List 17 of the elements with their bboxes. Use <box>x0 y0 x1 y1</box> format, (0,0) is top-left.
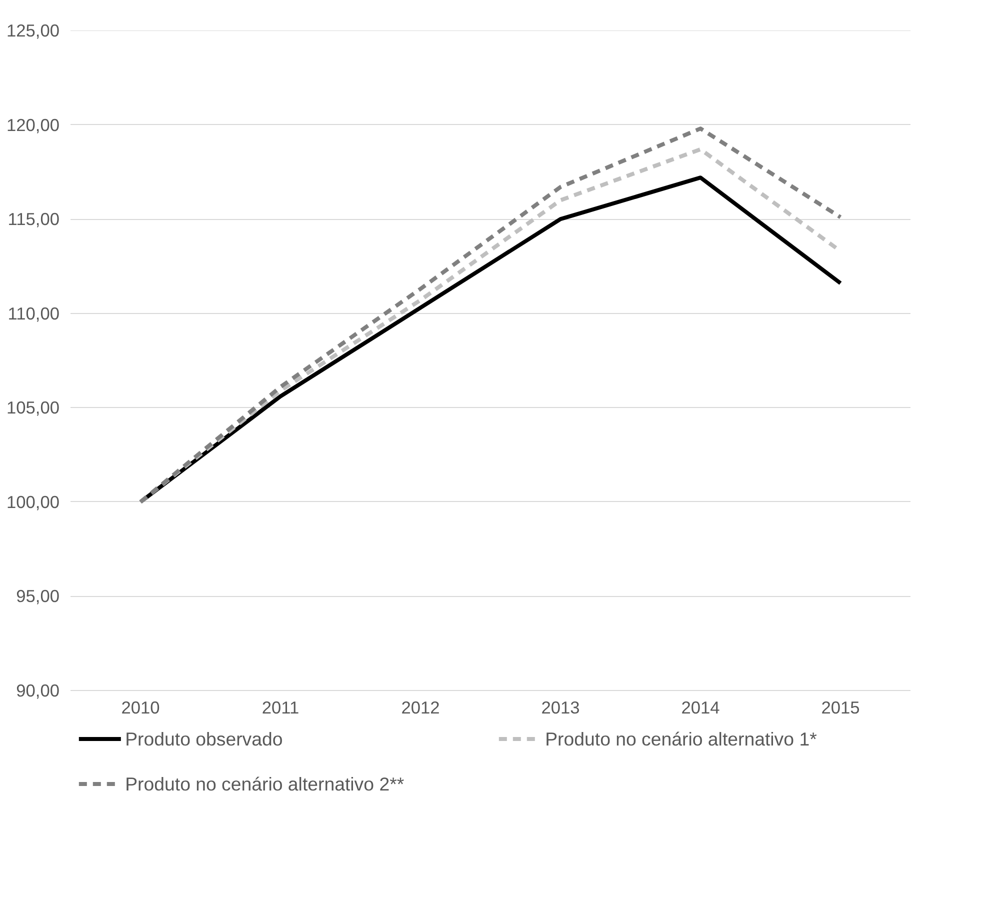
x-tick-label: 2013 <box>541 698 580 718</box>
y-tick-label: 120,00 <box>6 114 60 135</box>
x-tick-label: 2014 <box>681 698 720 718</box>
y-tick-label: 95,00 <box>16 586 60 606</box>
y-tick-label: 100,00 <box>6 492 60 512</box>
x-tick-label: 2011 <box>262 698 300 718</box>
legend-label: Produto no cenário alternativo 1* <box>545 728 817 750</box>
legend-label: Produto no cenário alternativo 2** <box>125 774 404 794</box>
x-tick-label: 2010 <box>121 698 160 718</box>
legend-label: Produto observado <box>125 728 283 750</box>
y-tick-label: 110,00 <box>8 303 60 324</box>
y-tick-label: 125,00 <box>6 20 60 40</box>
y-tick-label: 90,00 <box>16 680 60 700</box>
x-tick-label: 2012 <box>401 698 440 718</box>
y-tick-label: 115,00 <box>8 209 60 230</box>
y-tick-label: 105,00 <box>6 398 60 418</box>
x-tick-label: 2015 <box>821 698 860 718</box>
